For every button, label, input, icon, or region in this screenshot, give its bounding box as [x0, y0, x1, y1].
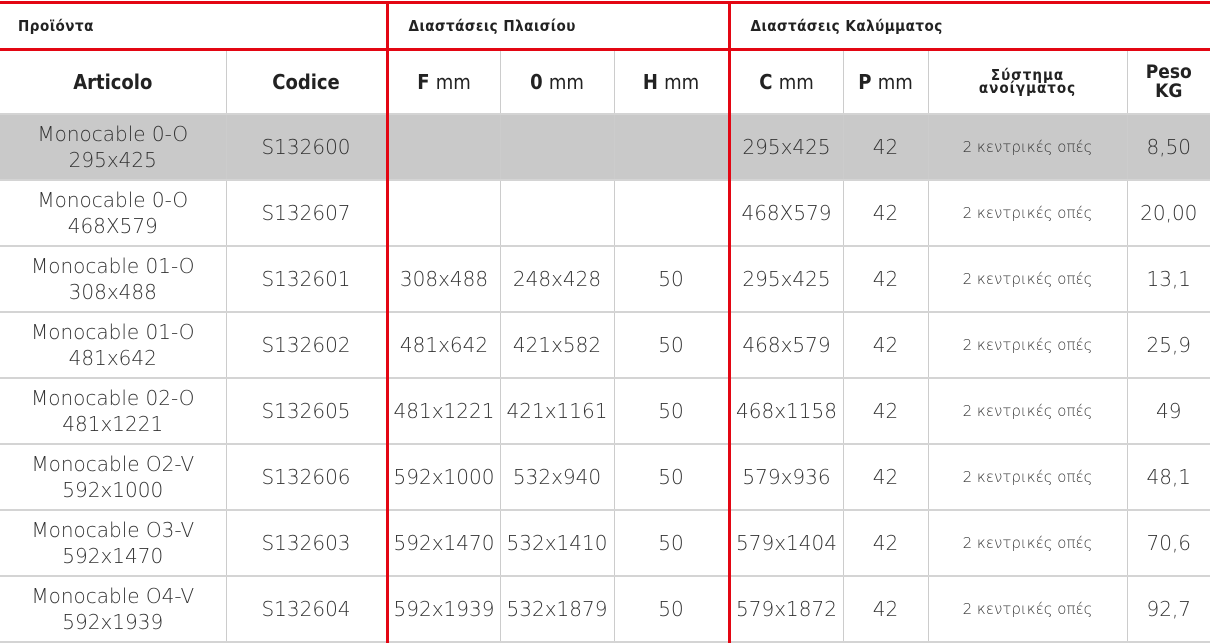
c-cell: 295x425: [727, 114, 844, 181]
system-cell: 2 κεντρικές οπές: [927, 576, 1128, 643]
system-cell: 2 κεντρικές οπές: [927, 444, 1128, 511]
f-cell: 481x1221: [385, 378, 500, 445]
c-cell: 579x1404: [727, 510, 844, 577]
table-row: Monocable 0-O 295x425 S132600 295x425 42 2 κε…: [0, 114, 1210, 181]
p-cell: 42: [842, 180, 929, 247]
system-cell: 2 κεντρικές οπές: [927, 246, 1128, 313]
col-system: Σύστημα ανοίγματος: [927, 49, 1128, 115]
h-cell: 50: [613, 576, 730, 643]
h-cell: 50: [613, 444, 730, 511]
code-cell: S132606: [225, 444, 387, 511]
weight-cell: 70,6: [1126, 510, 1210, 577]
col-peso: Peso KG: [1126, 49, 1210, 115]
p-cell: 42: [842, 576, 929, 643]
f-cell: 592x1939: [385, 576, 500, 643]
table-row: Monocable O3-V 592x1470 S132603 592x1470 532…: [0, 510, 1210, 577]
code-cell: S132604: [225, 576, 387, 643]
o-cell: 421x1161: [499, 378, 614, 445]
p-cell: 42: [842, 510, 929, 577]
system-cell: 2 κεντρικές οπές: [927, 114, 1128, 181]
f-cell: 481x642: [385, 312, 500, 379]
table-row: Monocable O2-V 592x1000 S132606 592x1000 532…: [0, 444, 1210, 511]
h-cell: 50: [613, 312, 730, 379]
c-cell: 468x1158: [727, 378, 844, 445]
o-cell: [499, 180, 614, 247]
h-cell: [613, 114, 730, 181]
o-cell: 532x1879: [499, 576, 614, 643]
col-o: 0 mm: [499, 49, 614, 115]
weight-cell: 49: [1126, 378, 1210, 445]
system-cell: 2 κεντρικές οπές: [927, 180, 1128, 247]
code-cell: S132605: [225, 378, 387, 445]
system-cell: 2 κεντρικές οπές: [927, 312, 1128, 379]
c-cell: 579x936: [727, 444, 844, 511]
weight-cell: 13,1: [1126, 246, 1210, 313]
p-cell: 42: [842, 114, 929, 181]
group-frame: Διαστάσεις Πλαισίου: [385, 1, 730, 51]
c-cell: 579x1872: [727, 576, 844, 643]
c-cell: 468x579: [727, 312, 844, 379]
weight-cell: 25,9: [1126, 312, 1210, 379]
o-cell: 248x428: [499, 246, 614, 313]
p-cell: 42: [842, 378, 929, 445]
h-cell: 50: [613, 510, 730, 577]
col-codice: Codice: [225, 49, 387, 115]
weight-cell: 92,7: [1126, 576, 1210, 643]
h-cell: [613, 180, 730, 247]
p-cell: 42: [842, 312, 929, 379]
col-h: H mm: [613, 49, 730, 115]
table-row: Monocable 0-O 468X579 S132607 468X579 42 2 κε…: [0, 180, 1210, 247]
col-p: P mm: [842, 49, 929, 115]
group-products: Προϊόντα: [0, 1, 387, 51]
name-cell: Monocable 01-O 308x488: [0, 246, 226, 313]
h-cell: 50: [613, 378, 730, 445]
group-header-row: Προϊόντα Διαστάσεις Πλαισίου Διαστάσεις …: [0, 1, 1210, 51]
system-cell: 2 κεντρικές οπές: [927, 378, 1128, 445]
col-f: F mm: [385, 49, 500, 115]
f-cell: 592x1470: [385, 510, 500, 577]
name-cell: Monocable 0-O 468X579: [0, 180, 226, 247]
h-cell: 50: [613, 246, 730, 313]
name-cell: Monocable 02-O 481x1221: [0, 378, 226, 445]
name-cell: Monocable O4-V 592x1939: [0, 576, 226, 643]
o-cell: 421x582: [499, 312, 614, 379]
name-cell: Monocable O2-V 592x1000: [0, 444, 226, 511]
table-row: Monocable 01-O 308x488 S132601 308x488 248x4…: [0, 246, 1210, 313]
col-c: C mm: [727, 49, 844, 115]
name-cell: Monocable 01-O 481x642: [0, 312, 226, 379]
name-cell: Monocable 0-O 295x425: [0, 114, 226, 181]
table-row: Monocable 01-O 481x642 S132602 481x642 421x5…: [0, 312, 1210, 379]
system-cell: 2 κεντρικές οπές: [927, 510, 1128, 577]
o-cell: 532x1410: [499, 510, 614, 577]
col-articolo: Articolo: [0, 49, 226, 115]
p-cell: 42: [842, 444, 929, 511]
group-cover: Διαστάσεις Καλύμματος: [727, 1, 1210, 51]
o-cell: [499, 114, 614, 181]
column-header-row: Articolo Codice F mm 0 mm H mm C mm P mm…: [0, 49, 1210, 115]
c-cell: 295x425: [727, 246, 844, 313]
code-cell: S132600: [225, 114, 387, 181]
f-cell: 592x1000: [385, 444, 500, 511]
weight-cell: 20,00: [1126, 180, 1210, 247]
weight-cell: 8,50: [1126, 114, 1210, 181]
c-cell: 468X579: [727, 180, 844, 247]
name-cell: Monocable O3-V 592x1470: [0, 510, 226, 577]
f-cell: 308x488: [385, 246, 500, 313]
table-row: Monocable 02-O 481x1221 S132605 481x1221 421…: [0, 378, 1210, 445]
weight-cell: 48,1: [1126, 444, 1210, 511]
code-cell: S132601: [225, 246, 387, 313]
code-cell: S132607: [225, 180, 387, 247]
o-cell: 532x940: [499, 444, 614, 511]
table-row: Monocable O4-V 592x1939 S132604 592x1939 532…: [0, 576, 1210, 643]
code-cell: S132603: [225, 510, 387, 577]
f-cell: [385, 114, 500, 181]
code-cell: S132602: [225, 312, 387, 379]
p-cell: 42: [842, 246, 929, 313]
f-cell: [385, 180, 500, 247]
